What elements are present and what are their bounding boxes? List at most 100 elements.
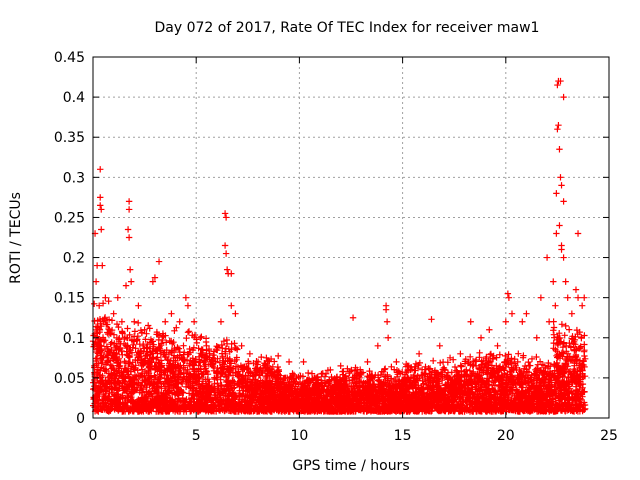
data-point bbox=[446, 354, 454, 362]
data-point bbox=[232, 310, 239, 317]
data-point bbox=[572, 286, 580, 293]
data-point bbox=[560, 254, 567, 261]
data-point bbox=[221, 210, 229, 217]
data-point bbox=[508, 310, 516, 317]
data-points bbox=[91, 77, 588, 382]
data-point bbox=[221, 242, 229, 249]
data-point bbox=[127, 278, 135, 285]
data-point bbox=[504, 290, 512, 297]
data-point bbox=[415, 350, 423, 358]
y-tick-label: 0.45 bbox=[54, 50, 85, 66]
data-point bbox=[337, 362, 344, 370]
data-point bbox=[97, 194, 104, 201]
data-point bbox=[557, 77, 564, 85]
data-point bbox=[477, 334, 485, 341]
y-tick-label: 0.2 bbox=[63, 251, 85, 267]
data-point bbox=[560, 198, 567, 205]
y-tick-label: 0 bbox=[76, 411, 85, 427]
data-point bbox=[97, 202, 104, 209]
data-point bbox=[197, 334, 204, 341]
data-point bbox=[141, 326, 148, 333]
y-tick-label: 0.35 bbox=[54, 130, 85, 146]
y-tick-label: 0.05 bbox=[54, 371, 85, 387]
y-tick-label: 0.4 bbox=[63, 90, 85, 106]
data-point bbox=[537, 294, 545, 301]
data-point bbox=[486, 326, 493, 333]
data-point bbox=[126, 266, 134, 273]
data-point bbox=[467, 318, 474, 325]
x-axis-label: GPS time / hours bbox=[292, 458, 409, 474]
data-point bbox=[436, 342, 443, 349]
data-point bbox=[238, 342, 245, 349]
data-point bbox=[364, 358, 371, 366]
data-point bbox=[581, 294, 588, 301]
data-point bbox=[135, 302, 142, 309]
y-tick-label: 0.25 bbox=[54, 210, 85, 226]
data-point bbox=[151, 274, 159, 281]
data-point bbox=[222, 250, 230, 257]
data-point bbox=[574, 294, 582, 301]
data-point bbox=[558, 182, 565, 189]
data-point bbox=[428, 316, 435, 323]
data-point bbox=[190, 318, 198, 325]
data-point bbox=[519, 318, 526, 325]
data-point bbox=[562, 278, 569, 285]
data-point bbox=[222, 214, 230, 221]
data-point bbox=[393, 358, 400, 366]
data-point bbox=[228, 302, 235, 309]
data-point bbox=[327, 366, 334, 374]
data-point bbox=[92, 278, 100, 285]
x-tick-label: 15 bbox=[394, 428, 412, 444]
plot-frame bbox=[92, 56, 610, 419]
data-point bbox=[558, 246, 565, 253]
data-point bbox=[578, 302, 586, 309]
data-point bbox=[217, 318, 225, 325]
data-point bbox=[102, 294, 109, 301]
data-point bbox=[543, 254, 551, 261]
data-point bbox=[176, 318, 183, 325]
data-point bbox=[353, 366, 361, 374]
chart-title: Day 072 of 2017, Rate Of TEC Index for r… bbox=[155, 20, 540, 36]
y-axis-label: ROTI / TECUs bbox=[8, 192, 24, 284]
data-point bbox=[505, 294, 513, 301]
x-tick-label: 10 bbox=[290, 428, 308, 444]
data-point bbox=[263, 354, 270, 362]
data-point bbox=[118, 318, 126, 325]
data-point bbox=[574, 230, 582, 237]
data-point bbox=[254, 358, 262, 366]
data-point bbox=[122, 282, 130, 289]
data-point bbox=[556, 222, 563, 229]
y-tick-label: 0.1 bbox=[63, 331, 85, 347]
data-point bbox=[155, 258, 163, 265]
data-point bbox=[125, 234, 133, 241]
data-point bbox=[184, 302, 192, 309]
data-point bbox=[97, 166, 104, 173]
data-point bbox=[550, 278, 557, 285]
data-point bbox=[533, 334, 540, 341]
data-point bbox=[125, 198, 133, 205]
data-point bbox=[182, 294, 190, 301]
data-point bbox=[114, 294, 121, 301]
data-point bbox=[556, 146, 563, 153]
data-point bbox=[374, 342, 382, 349]
axis-ticks: 0 5 10 15 20 25 0 0.05 0.1 0.15 0.2 0.25 0.3 0.35 0.4 0… bbox=[54, 50, 618, 444]
data-point bbox=[124, 226, 132, 233]
data-point bbox=[131, 318, 138, 325]
data-point bbox=[555, 121, 562, 129]
data-point bbox=[384, 334, 392, 341]
data-point bbox=[95, 302, 103, 309]
data-point bbox=[557, 174, 564, 181]
data-point bbox=[110, 310, 117, 317]
data-point bbox=[349, 314, 357, 321]
data-point bbox=[405, 362, 412, 370]
data-point bbox=[300, 358, 307, 366]
data-point bbox=[382, 306, 390, 313]
data-point bbox=[149, 278, 157, 285]
data-point bbox=[125, 206, 133, 213]
x-tick-label: 20 bbox=[497, 428, 515, 444]
data-point bbox=[285, 358, 293, 366]
data-point bbox=[523, 310, 530, 317]
data-point bbox=[106, 326, 113, 333]
data-point bbox=[552, 302, 559, 309]
y-tick-label: 0.15 bbox=[54, 291, 85, 307]
